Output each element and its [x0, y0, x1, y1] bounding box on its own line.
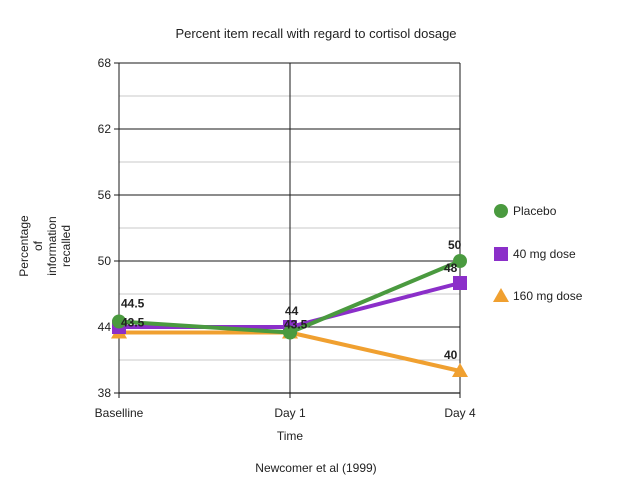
x-tick-label: Day 4: [444, 406, 476, 420]
x-axis-ticks: Baselline Day 1 Day 4: [95, 393, 476, 420]
y-tick-label: 38: [98, 386, 112, 400]
legend-item: Placebo: [494, 204, 557, 218]
y-axis-label-line: recalled: [59, 225, 73, 267]
x-tick-label: Day 1: [274, 406, 306, 420]
y-axis-ticks: 38 44 50 56 62 68: [98, 56, 119, 400]
data-point: [453, 276, 467, 290]
y-axis-label-line: Percentage: [17, 215, 31, 277]
data-label: 48: [444, 261, 458, 275]
series-group: [111, 254, 468, 377]
y-tick-label: 62: [98, 122, 112, 136]
y-axis-label: Percentageofinformationrecalled: [17, 215, 73, 277]
legend-label: Placebo: [513, 204, 557, 218]
data-point: [452, 363, 468, 377]
legend-item: 160 mg dose: [493, 288, 583, 303]
legend-item: 40 mg dose: [494, 247, 576, 261]
legend-label: 40 mg dose: [513, 247, 576, 261]
legend-label: 160 mg dose: [513, 289, 583, 303]
legend: Placebo 40 mg dose 160 mg dose: [493, 204, 583, 303]
data-labels: 44.5 50 44 48 43.5 43.5 40: [121, 238, 462, 362]
y-axis-label-line: of: [31, 240, 45, 251]
y-axis-label-line: information: [45, 216, 59, 275]
data-point: [494, 247, 508, 261]
data-point: [112, 314, 126, 329]
data-point: [493, 288, 509, 302]
data-point: [283, 325, 297, 340]
x-axis-label: Time: [277, 429, 304, 443]
data-point: [494, 204, 508, 218]
data-label: 40: [444, 348, 458, 362]
data-label: 44: [285, 304, 299, 318]
series-placebo: [112, 254, 467, 340]
data-label: 44.5: [121, 297, 145, 311]
data-label: 50: [448, 238, 462, 252]
data-label: 43.5: [121, 316, 145, 330]
data-label: 43.5: [284, 318, 308, 332]
y-tick-label: 68: [98, 56, 112, 70]
data-point: [453, 254, 467, 268]
chart-title: Percent item recall with regard to corti…: [175, 26, 456, 41]
y-tick-label: 50: [98, 254, 112, 268]
y-tick-label: 56: [98, 188, 112, 202]
chart-caption: Newcomer et al (1999): [255, 461, 376, 475]
x-tick-label: Baselline: [95, 406, 144, 420]
y-tick-label: 44: [98, 320, 112, 334]
